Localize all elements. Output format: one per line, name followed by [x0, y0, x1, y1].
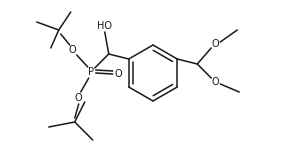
- Text: P: P: [88, 67, 94, 77]
- Text: O: O: [211, 39, 219, 49]
- Text: O: O: [69, 45, 76, 55]
- Text: O: O: [115, 69, 123, 79]
- Text: HO: HO: [97, 21, 112, 31]
- Text: O: O: [75, 93, 83, 103]
- Text: O: O: [211, 77, 219, 87]
